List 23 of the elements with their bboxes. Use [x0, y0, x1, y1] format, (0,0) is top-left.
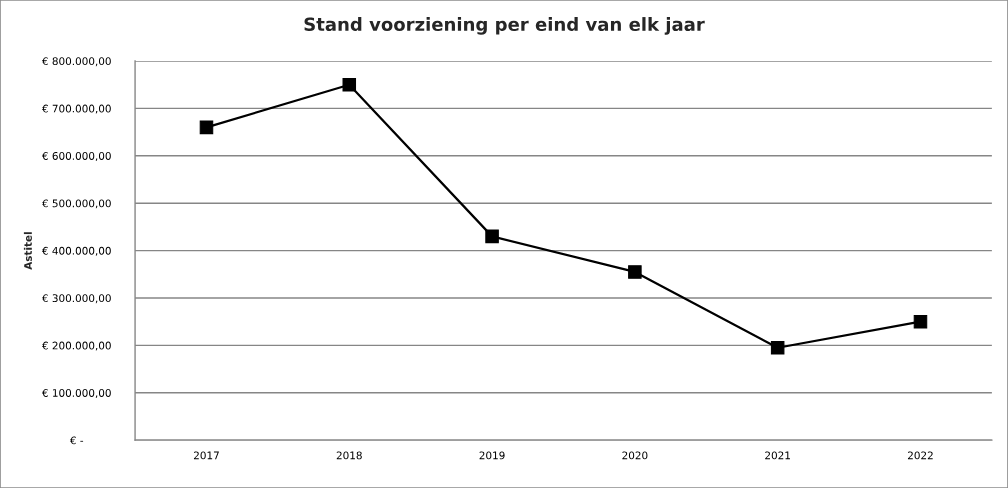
x-tick-label: 2021 — [765, 451, 790, 460]
point — [628, 265, 642, 279]
y-tick-label: € 800.000,00 — [41, 57, 111, 67]
x-tick-label: 2020 — [622, 451, 648, 460]
point — [913, 314, 928, 329]
x-tick-label: 2018 — [336, 451, 362, 460]
x-tick-label: 2022 — [907, 451, 933, 460]
y-tick-label: € 500.000,00 — [41, 199, 111, 209]
y-tick-label: € 600.000,00 — [41, 152, 111, 161]
y-tick-label: € 400.000,00 — [41, 246, 111, 256]
y-axis-title: Astitel — [23, 232, 32, 270]
point — [342, 77, 357, 92]
point — [770, 340, 785, 355]
y-tick-label: € 100.000,00 — [41, 389, 111, 398]
y-tick-label: € 200.000,00 — [41, 341, 111, 351]
x-tick-label: 2017 — [193, 451, 219, 460]
x-tick-label: 2019 — [479, 451, 505, 460]
chart-title: Stand voorziening per eind van elk jaar — [304, 17, 705, 35]
y-tick-label: € 700.000,00 — [41, 104, 111, 114]
y-tick-label: € - — [69, 436, 84, 445]
point — [199, 120, 214, 135]
point — [485, 229, 499, 244]
y-tick-label: € 300.000,00 — [41, 294, 111, 304]
